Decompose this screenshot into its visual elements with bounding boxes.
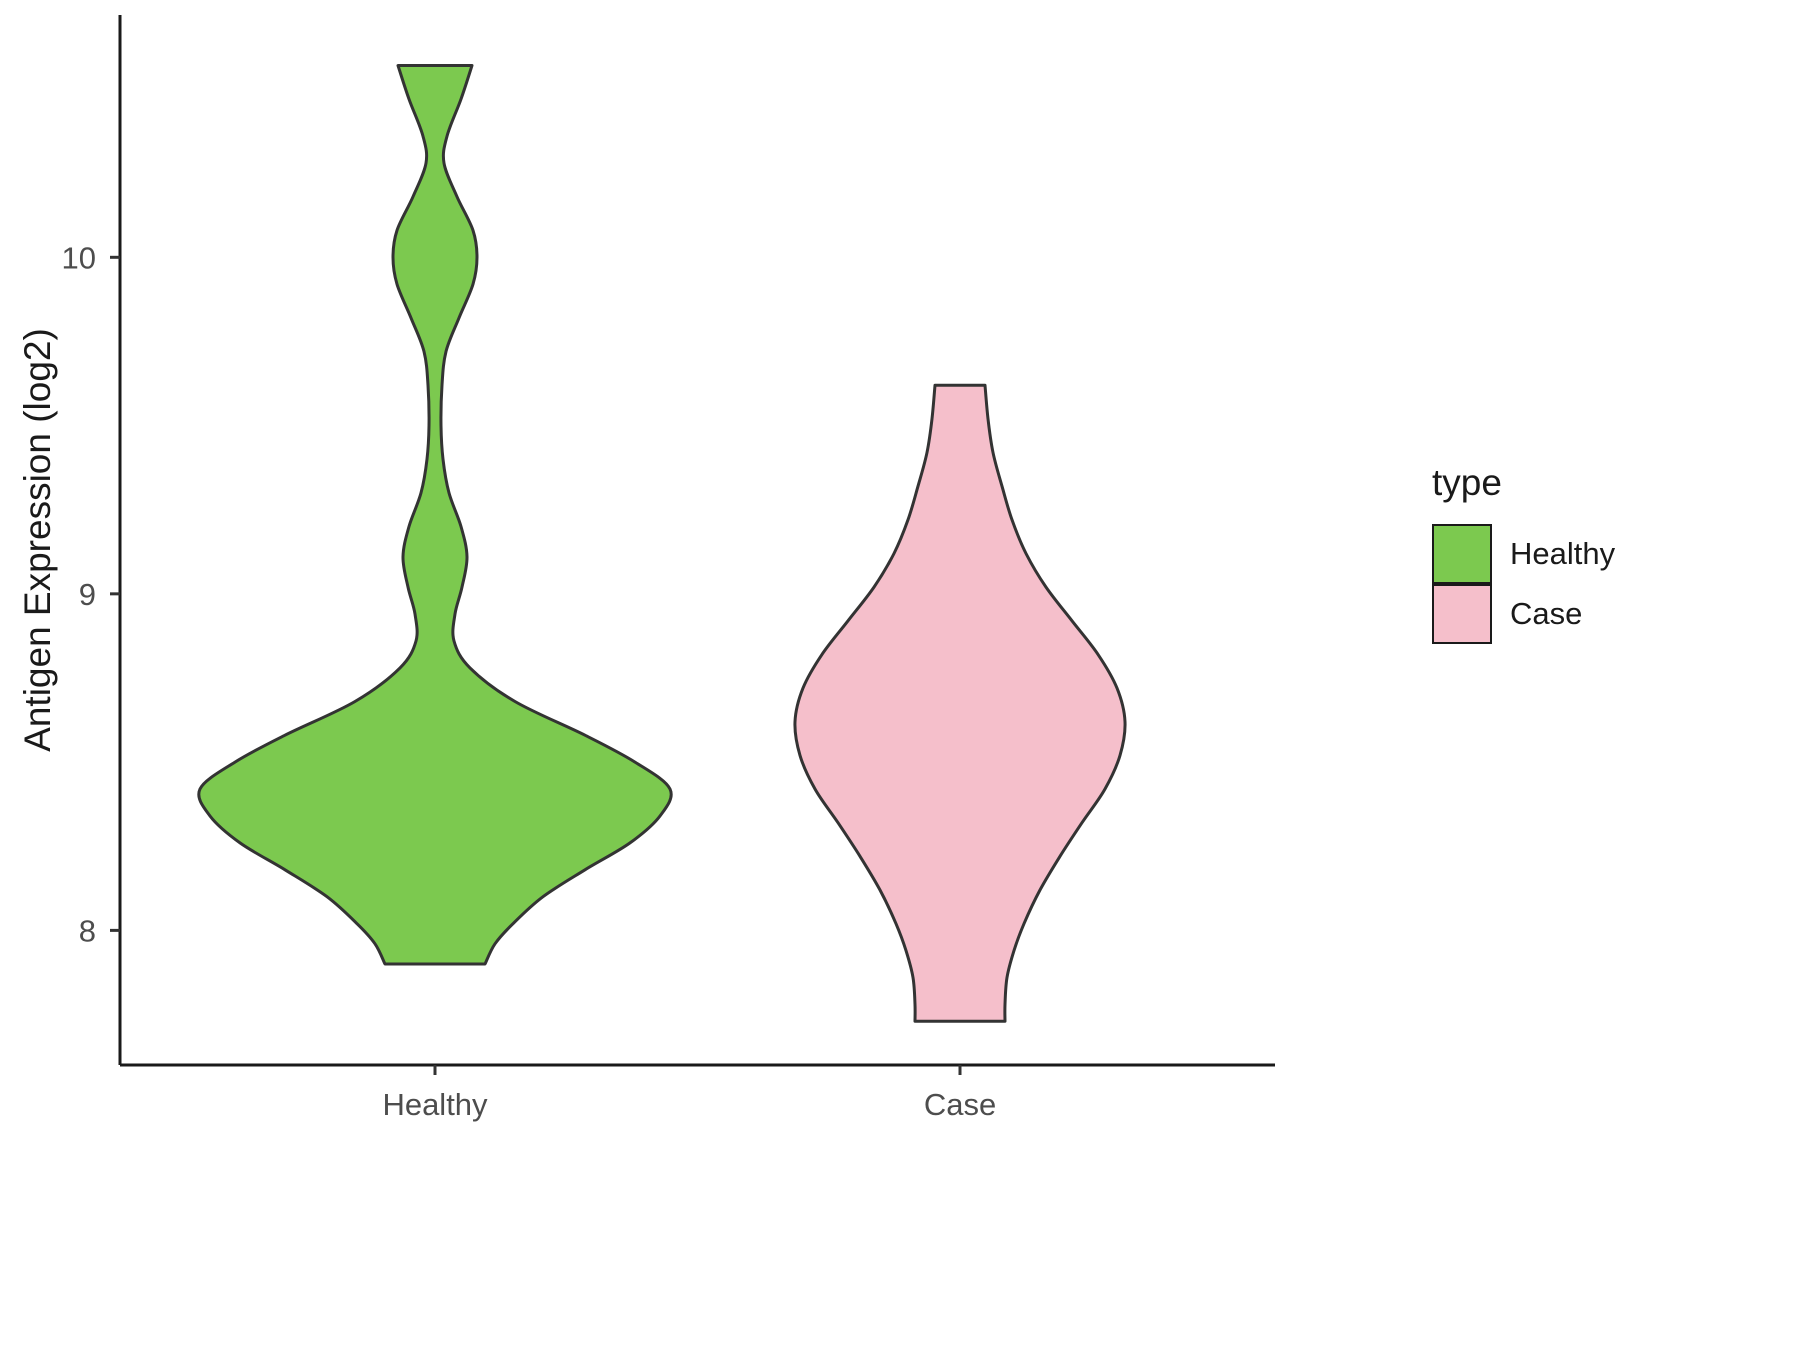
x-category-label: Healthy [382,1087,488,1122]
x-category-label: Case [924,1087,996,1122]
legend-label-healthy: Healthy [1510,536,1616,571]
legend-title: type [1432,462,1502,503]
y-tick-label: 9 [79,577,96,612]
legend-key-healthy-swatch [1432,524,1492,584]
y-tick-label: 8 [79,913,96,948]
legend-label-case: Case [1510,596,1583,631]
legend: type Healthy Case [1432,462,1615,644]
legend-key-case-swatch [1432,584,1492,644]
y-axis-title: Antigen Expression (log2) [17,328,58,752]
legend-item-case: Case [1432,584,1615,644]
legend-item-healthy: Healthy [1432,524,1615,584]
violin-case [793,383,1127,1023]
y-tick-label: 10 [62,240,96,275]
violin-healthy [197,64,673,966]
